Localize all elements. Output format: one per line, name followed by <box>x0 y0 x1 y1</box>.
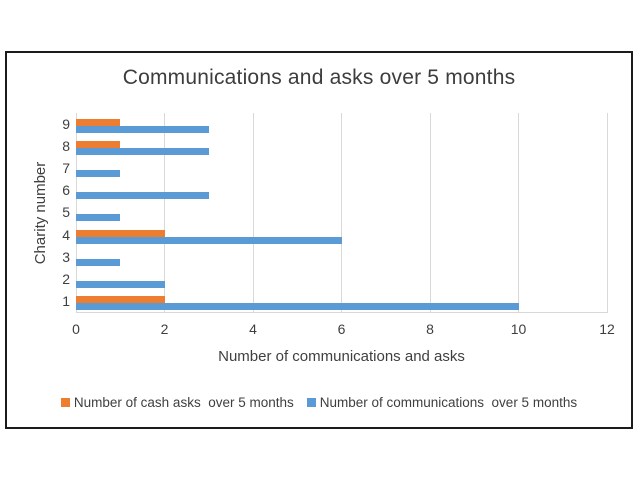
gridline-x-2 <box>164 113 165 313</box>
gridline-x-12 <box>606 113 608 313</box>
communications-bar-charity-9 <box>76 126 209 133</box>
y-tick-label-3: 3 <box>62 248 70 265</box>
legend-item-cash-asks: Number of cash asks over 5 months <box>60 394 294 410</box>
x-axis-title: Number of communications and asks <box>218 348 465 365</box>
legend-label: Number of communications over 5 months <box>319 394 578 410</box>
x-tick-label-6: 6 <box>337 321 346 337</box>
bar-row-charity-1: 1 <box>62 290 607 312</box>
bar-row-charity-3: 3 <box>62 246 607 268</box>
cash-asks-bar-charity-8 <box>76 141 121 149</box>
chart-title: Communications and asks over 5 months <box>122 66 516 89</box>
gridline-x-8 <box>429 113 431 313</box>
cash-asks-bar-charity-1 <box>76 295 165 303</box>
bar-row-charity-4: 4 <box>62 224 607 246</box>
bar-row-charity-8: 8 <box>62 135 607 157</box>
gridline-x-10 <box>518 113 519 313</box>
bar-row-charity-9: 9 <box>62 113 607 135</box>
x-tick-label-0: 0 <box>72 321 80 337</box>
chart-frame: Communications and asks over 5 months Ch… <box>5 51 633 429</box>
bar-row-charity-7: 7 <box>62 157 607 179</box>
bar-row-charity-2: 2 <box>62 268 607 290</box>
communications-bar-charity-4 <box>76 236 342 244</box>
bar-row-charity-5: 5 <box>62 201 607 223</box>
y-tick-label-9: 9 <box>62 116 70 133</box>
bar-rows-container: 9 8 7 6 5 4 3 2 1 <box>62 113 607 312</box>
y-tick-label-6: 6 <box>62 182 70 199</box>
y-tick-label-5: 5 <box>62 204 70 221</box>
y-tick-label-1: 1 <box>62 292 70 309</box>
y-tick-label-7: 7 <box>62 160 70 177</box>
communications-bar-charity-7 <box>76 170 121 178</box>
y-tick-label-4: 4 <box>62 226 70 243</box>
x-tick-label-2: 2 <box>160 321 169 337</box>
legend-item-communications: Number of communications over 5 months <box>306 394 578 410</box>
legend-swatch-icon <box>306 397 316 407</box>
communications-bar-charity-5 <box>76 214 121 222</box>
gridline-x-6 <box>341 113 342 313</box>
plot-area: 9 8 7 6 5 4 3 2 1 <box>62 113 608 313</box>
cash-asks-bar-charity-9 <box>76 119 121 126</box>
chart-legend: Number of cash asks over 5 months Number … <box>7 393 631 411</box>
communications-bar-charity-2 <box>76 280 165 288</box>
x-tick-label-4: 4 <box>249 321 257 337</box>
gridline-x-4 <box>252 113 254 313</box>
legend-label: Number of cash asks over 5 months <box>73 394 294 410</box>
communications-bar-charity-3 <box>76 258 121 266</box>
y-tick-label-2: 2 <box>62 270 70 287</box>
communications-bar-charity-8 <box>76 148 209 156</box>
communications-bar-charity-6 <box>76 192 209 200</box>
bar-row-charity-6: 6 <box>62 179 607 201</box>
cash-asks-bar-charity-4 <box>76 229 165 237</box>
gridline-x-0 <box>75 113 77 313</box>
x-tick-label-12: 12 <box>599 321 615 337</box>
x-axis-ticks: 0 2 4 6 8 10 12 <box>72 321 615 339</box>
x-tick-label-8: 8 <box>426 321 434 337</box>
x-tick-label-10: 10 <box>510 321 527 337</box>
legend-swatch-icon <box>60 397 70 407</box>
communications-bar-charity-1 <box>76 302 519 310</box>
y-tick-label-8: 8 <box>62 138 70 155</box>
